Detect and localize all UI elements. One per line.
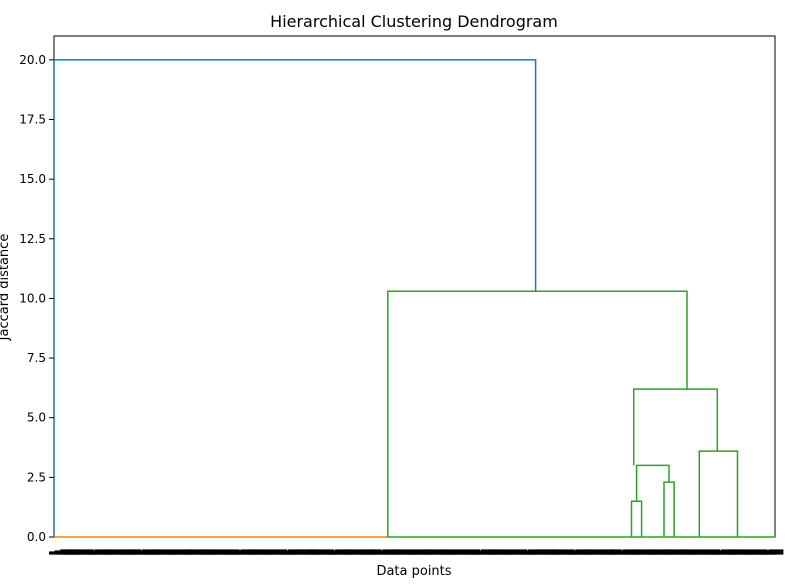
dendrogram-link — [632, 388, 719, 466]
dendrogram-links — [53, 59, 775, 538]
dendrogram-link — [635, 464, 670, 502]
y-tick-label: 0.0 — [27, 530, 46, 544]
y-tick-label: 20.0 — [19, 53, 46, 67]
chart-title: Hierarchical Clustering Dendrogram — [270, 12, 558, 31]
x-axis-label: Data points — [376, 564, 451, 579]
y-tick-label: 10.0 — [19, 291, 46, 305]
dendrogram-link — [630, 500, 643, 537]
dendrogram-link — [53, 59, 537, 537]
y-tick-label: 17.5 — [19, 113, 46, 127]
leaf-label-mark — [768, 549, 784, 555]
leaf-labels — [49, 549, 784, 555]
y-tick-label: 15.0 — [19, 172, 46, 186]
y-tick-label: 7.5 — [27, 351, 46, 365]
y-tick-label: 2.5 — [27, 470, 46, 484]
dendrogram-link — [387, 290, 688, 537]
plot-frame — [53, 35, 776, 538]
dendrogram-link — [698, 450, 739, 537]
dendrogram-link — [663, 481, 675, 537]
y-axis-ticks: 0.0 2.5 5.0 7.5 10.0 12.5 15.0 17.5 20.0 — [19, 53, 54, 544]
y-tick-label: 5.0 — [27, 411, 46, 425]
y-tick-label: 12.5 — [19, 232, 46, 246]
y-axis-label: Jaccard distance — [0, 234, 12, 342]
